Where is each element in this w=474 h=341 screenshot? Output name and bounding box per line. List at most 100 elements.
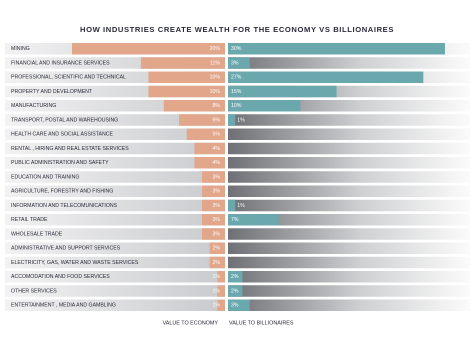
row-band bbox=[5, 100, 225, 112]
row-band bbox=[5, 128, 225, 140]
bar bbox=[163, 100, 225, 112]
bar bbox=[228, 271, 243, 283]
bar bbox=[148, 85, 225, 98]
category-label: INFORMATION AND TELECOMUNICATIONS bbox=[11, 203, 118, 209]
bar bbox=[202, 214, 225, 226]
value-label: 4% bbox=[213, 146, 221, 152]
value-label: 3% bbox=[213, 174, 221, 180]
row-band bbox=[5, 285, 225, 297]
bar bbox=[202, 185, 225, 197]
bar bbox=[228, 199, 236, 212]
row-band bbox=[228, 242, 470, 254]
value-label: 2% bbox=[231, 288, 239, 294]
bar bbox=[228, 100, 301, 112]
category-label: PROFESSIONAL, SCIENTIFIC AND TECHNICAL bbox=[11, 75, 126, 81]
row-band bbox=[5, 256, 225, 269]
value-label: 10% bbox=[231, 103, 242, 109]
bar bbox=[228, 114, 236, 126]
category-label: WHOLESALE TRADE bbox=[11, 231, 63, 237]
row-band bbox=[228, 199, 470, 212]
bar bbox=[228, 85, 337, 98]
row-band bbox=[228, 285, 470, 297]
bar bbox=[228, 299, 250, 311]
row-band bbox=[5, 157, 225, 169]
value-label: 4% bbox=[213, 160, 221, 166]
value-label: 3% bbox=[213, 189, 221, 195]
series-label: VALUE TO ECONOMY bbox=[163, 320, 219, 326]
row-band bbox=[228, 171, 470, 183]
row-band bbox=[5, 271, 225, 283]
bar bbox=[228, 214, 279, 226]
bar bbox=[217, 299, 225, 311]
row-band bbox=[228, 128, 470, 140]
row-band bbox=[5, 299, 225, 311]
row-band bbox=[228, 271, 470, 283]
row-band bbox=[228, 256, 470, 269]
value-label: 8% bbox=[213, 103, 221, 109]
value-label: 3% bbox=[231, 60, 239, 66]
value-label: 10% bbox=[210, 89, 221, 95]
category-label: PUBLIC ADMINISTRATION AND SAFETY bbox=[11, 160, 109, 166]
value-label: 5% bbox=[213, 132, 221, 138]
row-band bbox=[228, 114, 470, 126]
category-label: OTHER SERVICES bbox=[11, 288, 57, 294]
value-label: 11% bbox=[210, 60, 220, 66]
row-band bbox=[5, 171, 225, 183]
value-label: 2% bbox=[231, 274, 239, 280]
row-band bbox=[228, 100, 470, 112]
bar bbox=[140, 57, 225, 69]
category-label: ENTERTAINMENT , MEDIA AND GAMBLING bbox=[11, 303, 116, 309]
bar bbox=[209, 256, 225, 269]
bar bbox=[194, 157, 225, 169]
row-band bbox=[5, 142, 225, 155]
value-label: 3% bbox=[213, 231, 221, 237]
value-label: 15% bbox=[231, 89, 242, 95]
bar bbox=[148, 71, 225, 83]
row-band bbox=[228, 299, 470, 311]
value-label: 1% bbox=[213, 288, 221, 294]
row-band bbox=[5, 57, 225, 69]
category-label: FINANCIAL AND INSURANCE SERVICES bbox=[11, 60, 110, 66]
value-label: 6% bbox=[213, 117, 221, 123]
category-label: PROPERTY AND DEVELOPMENT bbox=[11, 89, 93, 95]
category-label: AGRICULTURE, FORESTRY AND FISHING bbox=[11, 189, 113, 195]
row-band bbox=[228, 214, 470, 226]
row-band bbox=[228, 142, 470, 155]
value-label: 27% bbox=[231, 75, 242, 81]
row-band bbox=[5, 199, 225, 212]
row-band bbox=[5, 214, 225, 226]
row-band bbox=[5, 114, 225, 126]
bar bbox=[179, 114, 225, 126]
bar bbox=[228, 57, 250, 69]
row-band bbox=[228, 57, 470, 69]
value-label: 7% bbox=[231, 217, 239, 223]
category-label: ELECTRICITY, GAS, WATER AND WASTE SERVIC… bbox=[11, 260, 139, 266]
value-label: 2% bbox=[213, 260, 221, 266]
bar bbox=[217, 271, 225, 283]
chart-title: HOW INDUSTRIES CREATE WEALTH FOR THE ECO… bbox=[80, 25, 394, 34]
value-label: 1% bbox=[237, 117, 245, 123]
row-band bbox=[228, 185, 470, 197]
bar bbox=[202, 228, 225, 240]
category-label: ACCOMODATION AND FOOD SERVICES bbox=[11, 274, 110, 280]
category-label: RENTAL , HIRING AND REAL ESTATE SERVICES bbox=[11, 146, 129, 152]
row-band bbox=[5, 228, 225, 240]
row-band bbox=[5, 242, 225, 254]
row-band bbox=[5, 71, 225, 83]
value-label: 3% bbox=[231, 303, 239, 309]
bar bbox=[194, 142, 225, 155]
bar bbox=[217, 285, 225, 297]
bar bbox=[202, 171, 225, 183]
row-band bbox=[228, 228, 470, 240]
category-label: EDUCATION AND TRAINING bbox=[11, 174, 79, 180]
value-label: 1% bbox=[213, 303, 221, 309]
value-label: 2% bbox=[213, 246, 221, 252]
category-label: ADMINISTRATIVE AND SUPPORT SERVICES bbox=[11, 246, 121, 252]
value-label: 10% bbox=[210, 75, 221, 81]
bar bbox=[72, 43, 225, 55]
value-label: 3% bbox=[213, 203, 221, 209]
bar bbox=[209, 242, 225, 254]
category-label: HEALTH CARE AND SOCIAL ASSISTANCE bbox=[11, 132, 113, 138]
value-label: 1% bbox=[237, 203, 245, 209]
